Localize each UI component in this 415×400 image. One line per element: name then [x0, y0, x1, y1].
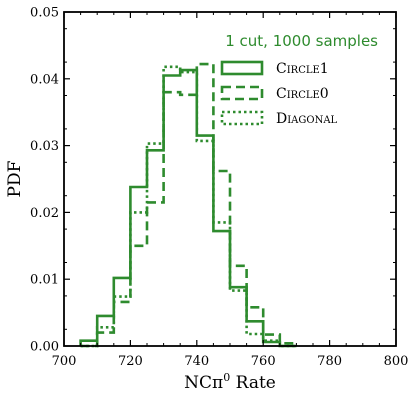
- legend-entries: Circle1 Circle0 Diagonal: [220, 60, 338, 127]
- y-axis-label: PDF: [5, 160, 25, 197]
- legend: 1 cut, 1000 samples Circle1 Circle0 Diagon…: [220, 32, 378, 127]
- x-tick-label: 760: [251, 354, 276, 369]
- series-layer: [79, 62, 298, 348]
- legend-swatch-circle0: [220, 85, 264, 101]
- series-diagonal-line: [80, 65, 297, 348]
- x-axis-label: NCπ0 Rate: [184, 371, 276, 393]
- series-circle0-line: [80, 62, 298, 348]
- legend-title: 1 cut, 1000 samples: [225, 32, 378, 50]
- y-tick-label: 0.00: [30, 340, 59, 355]
- y-tick-label: 0.01: [30, 273, 59, 288]
- x-tick-label: 700: [52, 354, 77, 369]
- ticks-layer: 700 720 740 760 780 800 0.00 0.01 0.02 0.03 0.04 0.…: [30, 6, 408, 370]
- y-tick-label: 0.04: [30, 72, 59, 87]
- legend-label-circle0: Circle0: [276, 86, 329, 102]
- y-tick-label: 0.05: [30, 6, 59, 21]
- legend-swatch-diagonal: [220, 110, 264, 126]
- x-tick-label: 740: [184, 354, 209, 369]
- legend-swatch-circle1: [220, 60, 264, 76]
- legend-label-diagonal: Diagonal: [276, 111, 338, 127]
- y-tick-label: 0.03: [30, 139, 59, 154]
- x-tick-label: 800: [384, 354, 409, 369]
- legend-label-circle1: Circle1: [276, 61, 329, 77]
- y-tick-label: 0.02: [30, 206, 59, 221]
- x-tick-label: 720: [118, 354, 143, 369]
- x-tick-label: 780: [317, 354, 342, 369]
